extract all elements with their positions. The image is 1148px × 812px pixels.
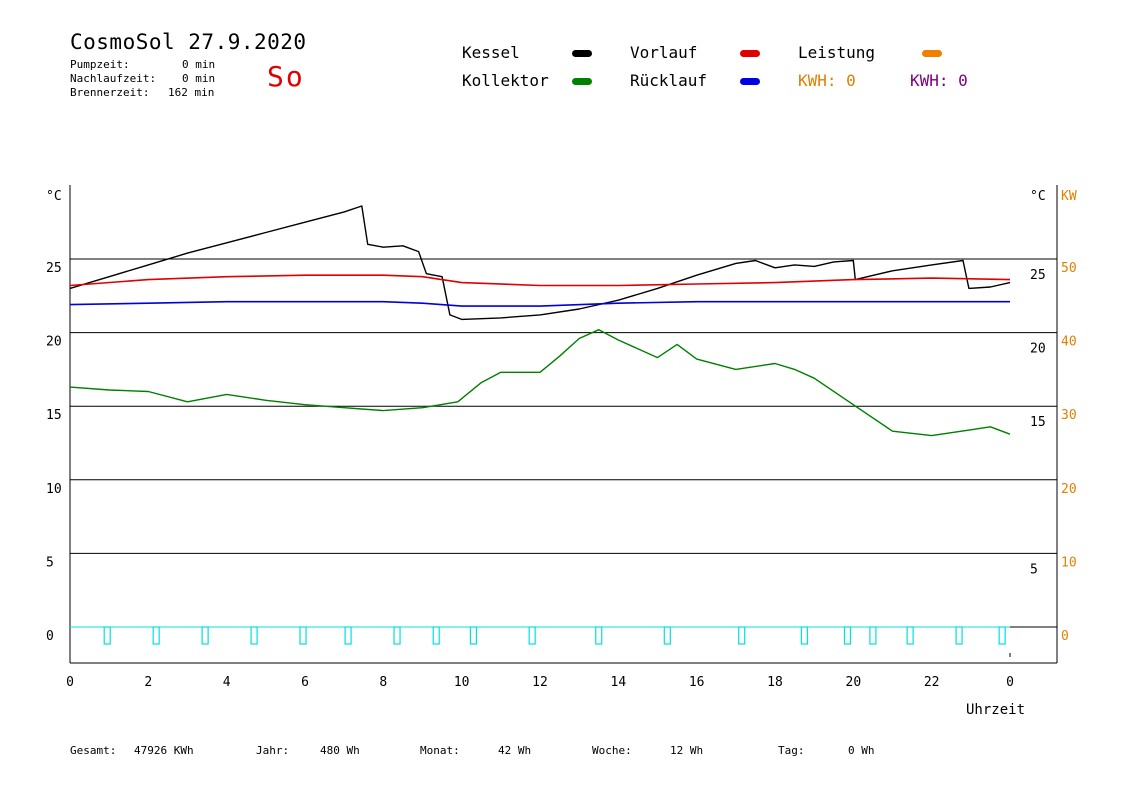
legend-leistung-swatch <box>922 50 942 57</box>
pumpzeit-label: Pumpzeit: <box>70 58 130 71</box>
pump-pulse <box>998 626 1006 645</box>
x-tick-label: 14 <box>611 675 627 690</box>
pump-pulse <box>344 626 352 645</box>
x-tick-label: 16 <box>689 675 705 690</box>
pumpzeit-value: 0 min <box>182 58 216 71</box>
pump-pulse <box>843 626 852 645</box>
brennerzeit-value: 162 min <box>168 86 215 99</box>
footer-monat-value: 42 Wh <box>498 744 532 757</box>
y-tick-label-left: 10 <box>46 482 62 497</box>
pump-pulse <box>299 626 307 645</box>
legend-vorlauf-swatch <box>740 50 760 57</box>
y-tick-label-left: 20 <box>46 335 62 350</box>
y-tick-label-kw: 10 <box>1061 555 1077 570</box>
legend-kessel: Kessel <box>462 43 520 62</box>
legend-vorlauf: Vorlauf <box>630 43 698 62</box>
legend-ruecklauf-swatch <box>740 78 760 85</box>
pump-pulse <box>528 626 536 645</box>
nachlaufzeit-label: Nachlaufzeit: <box>70 72 157 85</box>
pump-pulse <box>250 626 258 645</box>
pump-pulse <box>738 626 746 645</box>
y-tick-label-kw: 0 <box>1061 629 1069 644</box>
y-tick-label-left: 15 <box>46 408 62 423</box>
y-tick-label-right: 5 <box>1030 562 1038 577</box>
y-tick-label-right: 15 <box>1030 415 1046 430</box>
pump-pulses <box>70 626 1010 645</box>
legend-kollektor: Kollektor <box>462 71 549 90</box>
pump-pulse <box>152 626 160 645</box>
chart-series <box>69 205 1011 437</box>
weekday-label: So <box>267 60 305 93</box>
y-tick-label-left: 0 <box>46 629 54 644</box>
footer-jahr-value: 480 Wh <box>320 744 360 757</box>
chart-ticks: 0 5 10 15 20 25 5 15 20 25 0 10 20 30 40 50 0 2 4 6 8 10 12 14 1… <box>46 261 1077 690</box>
x-tick-label: 6 <box>301 675 309 690</box>
y-tick-label-right: 20 <box>1030 342 1046 357</box>
y-axis-label-left: °C <box>46 189 62 204</box>
pump-pulse <box>432 626 440 645</box>
series-line-ruecklauf <box>69 300 1010 307</box>
y-tick-label-kw: 40 <box>1061 335 1077 350</box>
footer-jahr-label: Jahr: <box>256 744 290 757</box>
pump-pulse <box>869 626 877 645</box>
pump-pulse <box>201 626 209 645</box>
x-tick-label: 2 <box>144 675 152 690</box>
x-tick-label: 18 <box>767 675 783 690</box>
footer-gesamt-value: 47926 KWh <box>134 744 194 757</box>
chart-axes <box>69 185 1058 664</box>
footer-tag-value: 0 Wh <box>848 744 875 757</box>
x-tick-label: 10 <box>454 675 470 690</box>
nachlaufzeit-value: 0 min <box>182 72 216 85</box>
page-title: CosmoSol 27.9.2020 <box>70 30 307 54</box>
legend-kessel-swatch <box>572 50 592 57</box>
y-tick-label-left: 5 <box>46 555 54 570</box>
legend-kollektor-swatch <box>572 78 592 85</box>
x-tick-label: 12 <box>532 675 548 690</box>
y-tick-label-left: 25 <box>46 261 62 276</box>
x-tick-label: 8 <box>379 675 387 690</box>
y-tick-label-right: 25 <box>1030 268 1046 283</box>
y-axis-label-right: °C <box>1030 189 1046 204</box>
y-tick-label-kw: 50 <box>1061 261 1077 276</box>
y-tick-label-kw: 20 <box>1061 482 1077 497</box>
pump-pulse <box>955 626 963 645</box>
pump-pulse <box>595 626 603 645</box>
footer-woche-value: 12 Wh <box>670 744 704 757</box>
footer-tag-label: Tag: <box>778 744 805 757</box>
y-axis-label-kw: KW <box>1061 189 1077 204</box>
legend-kwh-purple: KWH: 0 <box>910 71 968 90</box>
footer-monat-label: Monat: <box>420 744 460 757</box>
series-line-kollektor <box>69 329 1011 437</box>
chart-grid <box>70 258 1057 628</box>
footer-gesamt-label: Gesamt: <box>70 744 117 757</box>
pump-pulse <box>393 626 401 645</box>
x-tick-label: 4 <box>223 675 231 690</box>
pump-pulse <box>800 626 808 645</box>
x-tick-label: 22 <box>924 675 940 690</box>
y-tick-label-kw: 30 <box>1061 408 1077 423</box>
x-tick-label: 0 <box>66 675 74 690</box>
pump-pulse <box>469 626 478 645</box>
footer-woche-label: Woche: <box>592 744 632 757</box>
x-tick-label: 0 <box>1006 675 1014 690</box>
pump-pulse <box>103 626 111 645</box>
series-line-vorlauf <box>69 274 1011 287</box>
pump-pulse <box>663 626 671 645</box>
x-axis-label: Uhrzeit <box>966 702 1025 718</box>
legend-ruecklauf: Rücklauf <box>630 71 708 90</box>
brennerzeit-label: Brennerzeit: <box>70 86 150 99</box>
pump-pulse <box>906 626 914 645</box>
legend-leistung: Leistung <box>798 43 876 62</box>
legend-kwh-orange: KWH: 0 <box>798 71 856 90</box>
x-tick-label: 20 <box>846 675 862 690</box>
